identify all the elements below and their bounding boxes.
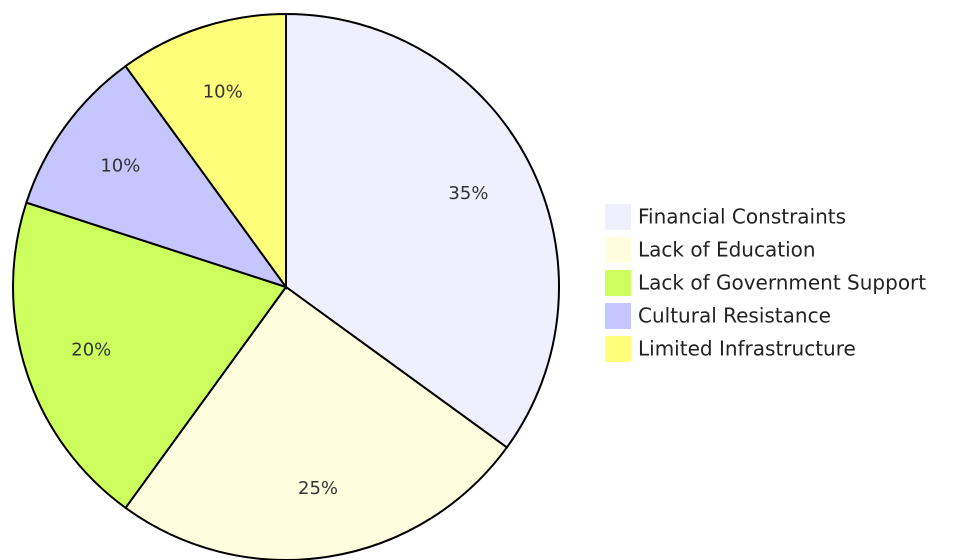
legend-label: Limited Infrastructure bbox=[638, 337, 856, 361]
slice-label: 25% bbox=[298, 478, 338, 499]
legend-swatch bbox=[605, 204, 631, 230]
slice-label: 20% bbox=[71, 339, 111, 360]
pie-slice bbox=[124, 285, 509, 560]
slice-label: 10% bbox=[100, 156, 140, 177]
legend-swatch bbox=[605, 270, 631, 296]
legend-label: Lack of Government Support bbox=[638, 271, 926, 295]
slice-label: 10% bbox=[203, 81, 243, 102]
pie-slice bbox=[25, 64, 289, 289]
slice-label: 35% bbox=[448, 183, 488, 204]
legend-swatch bbox=[605, 336, 631, 362]
pie-slice bbox=[12, 201, 288, 510]
pie-slice bbox=[285, 12, 560, 449]
legend-swatch bbox=[605, 303, 631, 329]
legend-label: Cultural Resistance bbox=[638, 304, 831, 328]
legend-label: Lack of Education bbox=[638, 238, 816, 262]
legend-label: Financial Constraints bbox=[638, 205, 846, 229]
pie-slice bbox=[124, 12, 287, 291]
legend-swatch bbox=[605, 237, 631, 263]
